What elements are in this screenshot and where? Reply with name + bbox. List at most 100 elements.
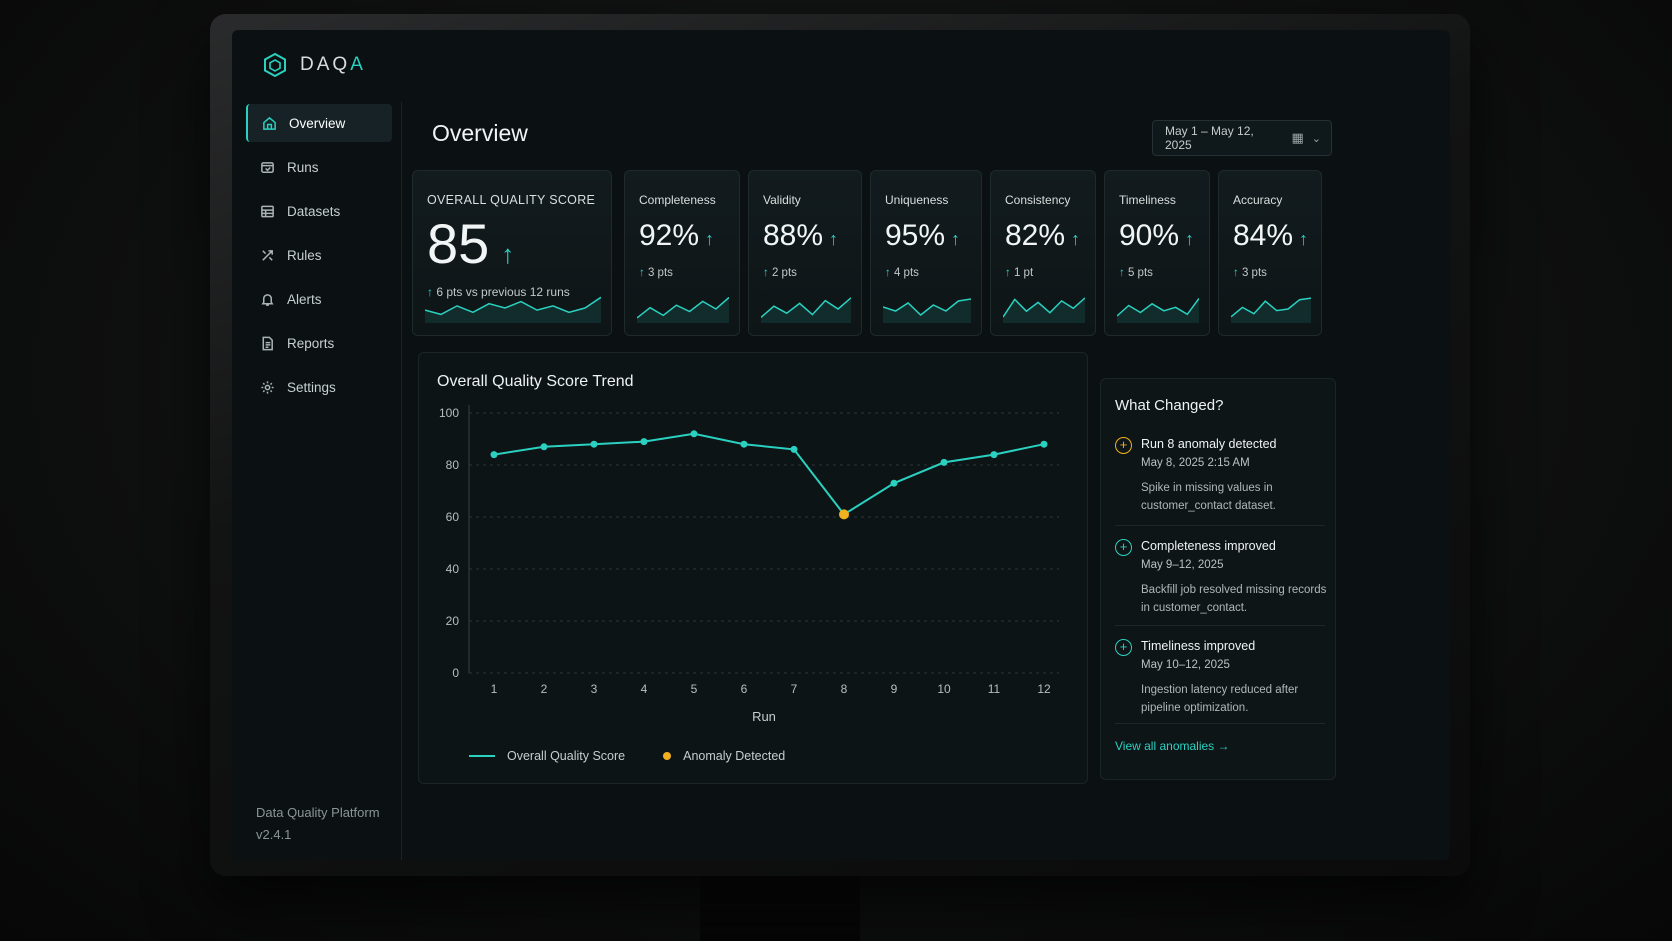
data-point[interactable] — [890, 479, 898, 487]
data-point[interactable] — [590, 440, 598, 448]
overall-score-sparkline — [425, 296, 601, 323]
sidebar-item-runs[interactable]: Runs — [246, 148, 392, 186]
series-line — [493, 432, 1045, 516]
metric-card-consistency[interactable]: Consistency 82% ↑ ↑ 1 pt — [990, 170, 1096, 336]
sparkline-area — [637, 297, 729, 323]
overall-score-value: 85 ↑ — [427, 212, 515, 275]
report-icon — [262, 336, 273, 350]
metric-card-uniqueness[interactable]: Uniqueness 95% ↑ ↑ 4 pts — [870, 170, 982, 336]
date-range-value: May 1 – May 12, 2025 — [1165, 124, 1254, 152]
metric-sparkline — [883, 298, 971, 323]
runs-icon — [261, 161, 274, 173]
divider — [1115, 723, 1325, 724]
data-point[interactable] — [940, 458, 948, 466]
metric-sparkline — [1003, 297, 1085, 323]
x-tick-label: 12 — [1037, 682, 1051, 696]
sidebar-item-label: Datasets — [287, 203, 341, 219]
bell-icon — [261, 293, 274, 306]
anomaly-point[interactable] — [839, 509, 849, 520]
metric-label: Validity — [763, 193, 801, 207]
overall-score-label: OVERALL QUALITY SCORE — [427, 193, 596, 207]
app-logo[interactable]: DAQA — [262, 52, 366, 78]
arrow-up-icon: ↑ — [1005, 267, 1011, 279]
metric-delta: ↑ 2 pts — [763, 267, 797, 279]
change-date: May 9–12, 2025 — [1141, 559, 1224, 571]
what-changed-title: What Changed? — [1115, 397, 1224, 414]
sidebar-item-label: Rules — [287, 247, 322, 263]
arrow-up-icon: ↑ — [705, 229, 715, 249]
sidebar-item-reports[interactable]: Reports — [246, 324, 392, 362]
sidebar-item-label: Overview — [289, 115, 346, 131]
metric-card-validity[interactable]: Validity 88% ↑ ↑ 2 pts — [748, 170, 862, 336]
x-tick-label: 6 — [741, 682, 748, 696]
data-point[interactable] — [690, 430, 698, 438]
sidebar-item-label: Reports — [287, 335, 335, 351]
x-tick-label: 4 — [641, 682, 648, 696]
legend-series-label: Overall Quality Score — [507, 749, 626, 763]
datasets-icon — [261, 205, 274, 217]
sidebar-item-rules[interactable]: Rules — [246, 236, 392, 274]
data-point[interactable] — [1040, 440, 1048, 448]
change-title: Timeliness improved — [1141, 639, 1256, 653]
x-axis-label: Run — [752, 709, 776, 724]
sidebar-item-label: Alerts — [287, 291, 322, 307]
x-tick-label: 3 — [591, 682, 598, 696]
hexagon-logo-icon — [264, 52, 286, 78]
sidebar: Overview Runs Datasets Rules Alerts Repo… — [232, 102, 402, 860]
metric-value: 90% ↑ — [1119, 219, 1195, 252]
x-tick-label: 10 — [937, 682, 951, 696]
change-date: May 8, 2025 2:15 AM — [1141, 457, 1250, 469]
arrow-up-icon: ↑ — [1119, 267, 1125, 279]
arrow-up-icon: ↑ — [501, 239, 515, 269]
metric-delta: ↑ 4 pts — [885, 267, 919, 279]
sidebar-item-datasets[interactable]: Datasets — [246, 192, 392, 230]
arrow-up-icon: ↑ — [1299, 229, 1309, 249]
sidebar-item-settings[interactable]: Settings — [246, 368, 392, 406]
sparkline-area — [425, 297, 601, 323]
metric-card-accuracy[interactable]: Accuracy 84% ↑ ↑ 3 pts — [1218, 170, 1322, 336]
data-point[interactable] — [790, 445, 798, 453]
data-point[interactable] — [490, 451, 498, 459]
data-point[interactable] — [990, 451, 998, 459]
platform-name: Data Quality Platform — [256, 805, 380, 820]
metric-sparkline — [637, 296, 729, 323]
x-tick-label: 7 — [791, 682, 798, 696]
data-point[interactable] — [740, 440, 748, 448]
app-screen: DAQA Overview Runs Datasets Rules Alerts… — [232, 30, 1450, 860]
sparkline-path — [425, 296, 601, 316]
metric-card-timeliness[interactable]: Timeliness 90% ↑ ↑ 5 pts — [1104, 170, 1210, 336]
x-tick-label: 5 — [691, 682, 698, 696]
legend-anomaly-label: Anomaly Detected — [683, 749, 786, 763]
metric-card-completeness[interactable]: Completeness 92% ↑ ↑ 3 pts — [624, 170, 740, 336]
sidebar-item-overview[interactable]: Overview — [246, 104, 392, 142]
change-date: May 10–12, 2025 — [1141, 659, 1230, 671]
divider — [1115, 525, 1325, 526]
overall-score-delta: ↑ 6 pts vs previous 12 runs — [427, 285, 570, 299]
arrow-up-icon: ↑ — [829, 229, 839, 249]
date-range-picker[interactable]: May 1 – May 12, 2025 ▦ ⌄ — [1152, 120, 1332, 156]
sparkline-path — [637, 296, 729, 319]
plus-circle-icon: + — [1115, 639, 1132, 656]
data-point[interactable] — [540, 443, 548, 451]
x-tick-label: 9 — [891, 682, 898, 696]
metric-label: Timeliness — [1119, 193, 1176, 207]
sparkline-area — [1231, 298, 1311, 323]
y-tick-label: 40 — [446, 562, 460, 576]
overall-score-card[interactable]: OVERALL QUALITY SCORE 85 ↑ ↑ 6 pts vs pre… — [412, 170, 612, 336]
app-name: DAQA — [300, 54, 366, 75]
sparkline-area — [1003, 297, 1085, 323]
metric-delta: ↑ 5 pts — [1119, 267, 1153, 279]
rules-icon — [262, 249, 273, 261]
metric-label: Accuracy — [1233, 193, 1283, 207]
change-description: Spike in missing values in customer_cont… — [1141, 482, 1276, 512]
sidebar-item-alerts[interactable]: Alerts — [246, 280, 392, 318]
sparkline-path — [1231, 297, 1311, 318]
x-tick-label: 11 — [988, 682, 1001, 696]
sparkline-area — [761, 297, 851, 323]
view-all-anomalies-link[interactable]: View all anomalies → — [1115, 739, 1230, 753]
what-changed-panel: What Changed? + Run 8 anomaly detected M… — [1100, 378, 1336, 780]
arrow-right-icon: → — [1217, 739, 1230, 753]
sidebar-item-label: Settings — [287, 379, 336, 395]
y-tick-label: 100 — [439, 406, 459, 420]
data-point[interactable] — [640, 438, 648, 446]
